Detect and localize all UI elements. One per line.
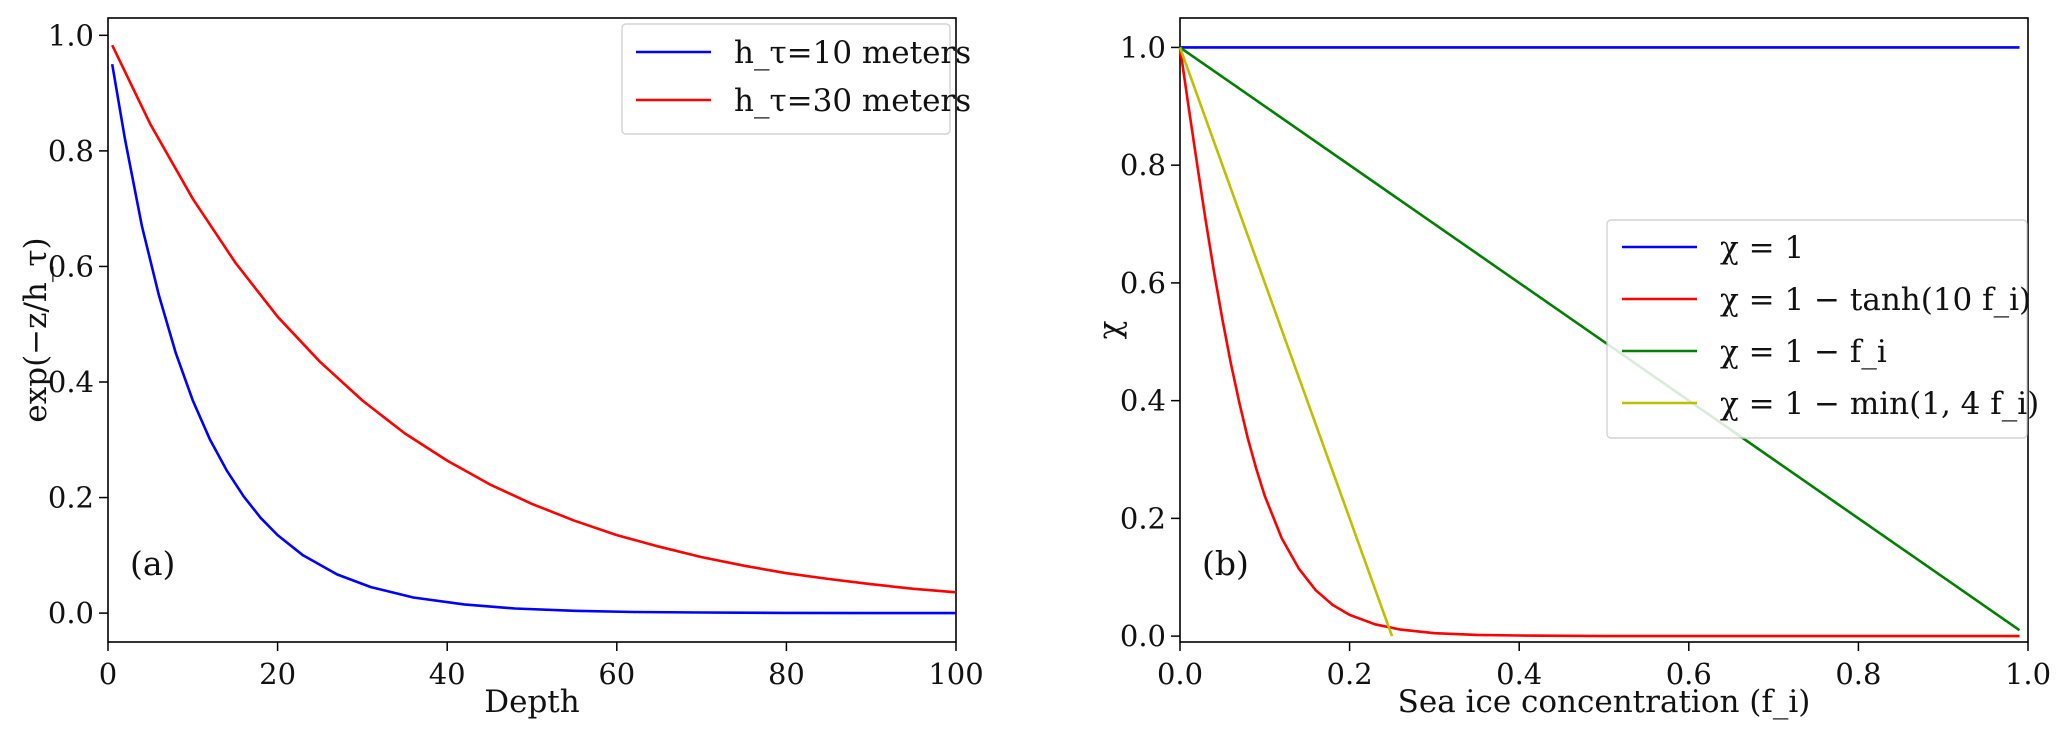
panel-b-x-tick-label: 0.6 <box>1666 657 1712 691</box>
panel-b-series-line-2 <box>1178 47 2020 638</box>
panel-b-legend-label-2: χ = 1 − tanh(10 f_i) <box>1720 282 2031 318</box>
panel-a-y-tick-label: 0.6 <box>48 249 94 283</box>
panel-b-y-tick-label: 1.0 <box>1120 30 1166 64</box>
panel-b-x-tick-label: 0.4 <box>1496 657 1542 691</box>
panel-b-x-tick-label: 0.2 <box>1327 657 1373 691</box>
panel-a-legend-label-1: h_τ=10 meters <box>734 35 971 71</box>
panel-b-tag: (b) <box>1202 544 1249 583</box>
panel-a-series <box>110 44 957 615</box>
panel-a-legend-label-2: h_τ=30 meters <box>734 83 971 119</box>
panel-b-legend-label-1: χ = 1 <box>1720 230 1804 266</box>
panel-a-x-axis-label: Depth <box>484 684 580 720</box>
panel-b-y-ticks: 0.0 0.2 0.4 0.6 0.8 1.0 <box>1120 30 1180 653</box>
panel-b-x-axis-label: Sea ice concentration (f_i) <box>1398 684 1811 720</box>
panel-a-y-tick-label: 1.0 <box>48 18 94 52</box>
panel-a-y-tick-label: 0.4 <box>48 365 94 399</box>
panel-b-series <box>1178 46 2021 638</box>
panel-a-tag: (a) <box>130 544 175 583</box>
panel-a-y-tick-label: 0.0 <box>48 596 94 630</box>
panel-a-y-tick-label: 0.8 <box>48 134 94 168</box>
panel-b: 0.0 0.2 0.4 0.6 0.8 1.0 0.0 0.2 0.4 0.6 0.8 1.0 Se… <box>1092 17 2051 720</box>
panel-b-series-line-4 <box>1178 46 1394 637</box>
panel-a-x-tick-label: 60 <box>598 657 635 691</box>
panel-b-y-tick-label: 0.0 <box>1120 619 1166 653</box>
panel-a-y-axis-label: exp(−z/h_τ) <box>18 237 54 422</box>
panel-a-x-tick-label: 40 <box>429 657 466 691</box>
panel-a-x-tick-label: 20 <box>259 657 296 691</box>
panel-b-y-axis-label: χ <box>1092 320 1128 339</box>
panel-a-x-tick-label: 80 <box>768 657 805 691</box>
panel-b-legend-label-4: χ = 1 − min(1, 4 f_i) <box>1720 386 2039 422</box>
panel-a-frame <box>107 17 957 643</box>
panel-b-y-tick-label: 0.4 <box>1120 384 1166 418</box>
panel-a-y-tick-label: 0.2 <box>48 481 94 515</box>
panel-a-y-ticks: 0.0 0.2 0.4 0.6 0.8 1.0 <box>48 18 108 630</box>
panel-a-series-line-1 <box>110 63 956 615</box>
panel-b-frame <box>1179 17 2029 643</box>
panel-b-x-ticks: 0.0 0.2 0.4 0.6 0.8 1.0 <box>1157 642 2051 691</box>
panel-a-x-ticks: 0 20 40 60 80 100 <box>99 642 984 691</box>
panel-b-series-line-3 <box>1179 46 2021 632</box>
panel-a-x-tick-label: 0 <box>99 657 117 691</box>
panel-a-legend: h_τ=10 meters h_τ=30 meters <box>621 23 971 135</box>
panel-a-series-line-2 <box>111 44 957 594</box>
panel-b-y-tick-label: 0.8 <box>1120 148 1166 182</box>
panel-b-legend-box <box>1606 219 2028 439</box>
panel-a: 0 20 40 60 80 100 0.0 0.2 0.4 0.6 0.8 1.0 Depth ex… <box>18 17 984 720</box>
panel-a-x-tick-label: 100 <box>928 657 983 691</box>
panel-b-y-tick-label: 0.2 <box>1120 501 1166 535</box>
panel-b-legend: χ = 1 χ = 1 − tanh(10 f_i) χ = 1 − f_i χ… <box>1606 219 2039 439</box>
panel-b-x-tick-label: 1.0 <box>2005 657 2051 691</box>
panel-b-x-tick-label: 0.0 <box>1157 657 1203 691</box>
panel-b-legend-label-3: χ = 1 − f_i <box>1720 334 1887 370</box>
panel-b-y-tick-label: 0.6 <box>1120 266 1166 300</box>
panel-b-x-tick-label: 0.8 <box>1835 657 1881 691</box>
